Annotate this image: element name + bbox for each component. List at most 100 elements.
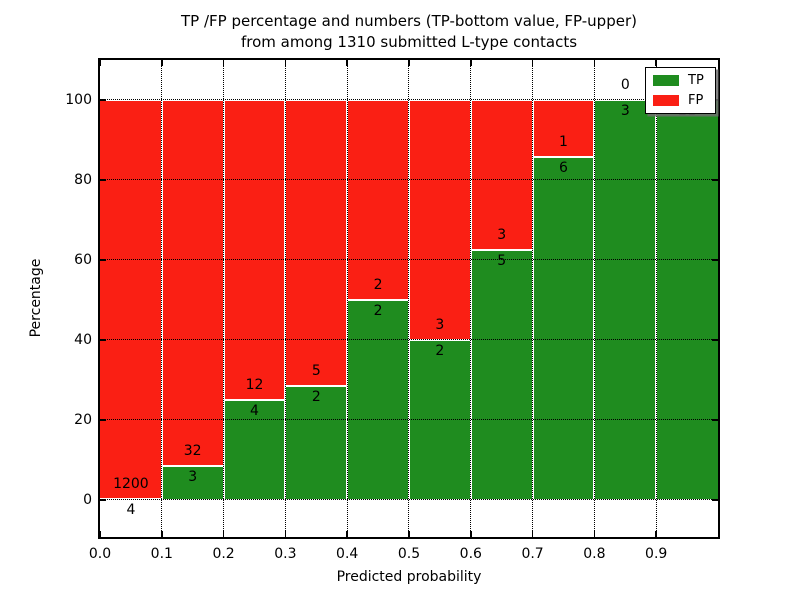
x-tick-label: 0.2 xyxy=(212,546,235,562)
y-tick-mark xyxy=(100,259,106,261)
tp-count-label: 4 xyxy=(250,403,259,419)
x-tick-mark xyxy=(531,60,534,66)
gridline-vertical xyxy=(593,60,595,537)
bar-boundary-edge xyxy=(223,399,286,401)
y-tick-mark xyxy=(100,499,106,501)
fp-count-label: 12 xyxy=(245,377,264,393)
tp-count-label: 2 xyxy=(311,388,321,405)
gridline-vertical xyxy=(222,60,224,537)
x-tick-mark xyxy=(470,531,472,537)
fp-count-label: 3 xyxy=(435,317,445,333)
x-tick-mark xyxy=(655,60,657,66)
bar-tp-segment xyxy=(223,400,286,500)
y-tick-mark xyxy=(100,99,106,101)
fp-count-label: 1 xyxy=(559,134,568,151)
x-tick-mark xyxy=(284,531,287,537)
gridline-vertical xyxy=(161,60,163,537)
y-tick-label: 0 xyxy=(83,492,92,508)
gridline-horizontal xyxy=(100,419,718,421)
y-tick-label: 80 xyxy=(74,172,92,188)
chart-title-line1: TP /FP percentage and numbers (TP-bottom… xyxy=(181,12,637,30)
bar-fp-segment xyxy=(347,100,409,300)
gridline-vertical xyxy=(408,60,410,537)
y-tick-label: 20 xyxy=(74,412,92,428)
x-tick-mark xyxy=(99,60,101,66)
y-tick-mark xyxy=(712,259,718,261)
bar-fp-segment xyxy=(100,100,162,499)
y-tick-mark xyxy=(712,339,718,341)
fp-count-label: 0 xyxy=(620,77,630,93)
tp-count-label: 3 xyxy=(188,468,198,485)
x-tick-mark xyxy=(408,60,410,66)
bar-tp-segment xyxy=(470,250,533,500)
x-tick-label: 0.0 xyxy=(88,546,112,562)
tp-count-label: 5 xyxy=(497,253,507,269)
legend-item-fp: FP xyxy=(653,93,708,108)
gridline-horizontal xyxy=(100,499,718,501)
tp-count-label: 4 xyxy=(126,501,136,518)
x-tick-mark xyxy=(346,531,348,537)
x-tick-mark xyxy=(284,60,287,66)
tp-color-swatch-icon xyxy=(653,75,679,86)
bar-fp-segment xyxy=(223,100,286,400)
y-tick-mark xyxy=(712,499,718,501)
bar-boundary-edge xyxy=(100,497,162,500)
bar-boundary-edge xyxy=(347,299,409,301)
x-tick-mark xyxy=(470,60,472,66)
x-tick-mark xyxy=(99,531,101,537)
bar-fp-segment xyxy=(470,100,533,250)
legend-item-tp: TP xyxy=(653,73,708,88)
fp-count-label: 2 xyxy=(373,277,383,293)
y-tick-mark xyxy=(712,419,718,421)
gridline-vertical xyxy=(531,60,533,537)
x-tick-label: 0.3 xyxy=(274,546,297,562)
x-tick-label: 0.1 xyxy=(150,546,173,562)
gridline-vertical xyxy=(346,60,348,537)
bar-boundary-edge xyxy=(532,156,595,159)
gridline-horizontal xyxy=(100,179,718,181)
fp-count-label: 3 xyxy=(497,227,507,243)
y-tick-mark xyxy=(100,179,106,181)
x-tick-label: 0.4 xyxy=(336,546,359,562)
tp-count-label: 2 xyxy=(373,303,383,319)
x-tick-mark xyxy=(593,531,596,537)
y-tick-label: 100 xyxy=(65,92,92,108)
y-axis-label-text: Percentage xyxy=(28,258,44,338)
bar-fp-segment xyxy=(532,100,595,158)
bar-tp-segment xyxy=(532,157,595,500)
x-tick-mark xyxy=(161,531,163,537)
bar-tp-segment xyxy=(347,300,409,500)
bar-fp-segment xyxy=(285,100,348,386)
gridline-horizontal xyxy=(100,259,718,261)
fp-count-label: 5 xyxy=(311,362,321,379)
x-tick-label: 0.8 xyxy=(583,546,606,562)
bar-tp-segment xyxy=(594,100,657,500)
bar-tp-segment xyxy=(161,465,224,500)
gridline-vertical xyxy=(655,60,657,537)
fp-count-label: 1200 xyxy=(113,475,149,492)
y-tick-mark xyxy=(712,179,718,181)
x-tick-mark xyxy=(593,60,596,66)
x-tick-mark xyxy=(346,60,348,66)
chart-title: TP /FP percentage and numbers (TP-bottom… xyxy=(100,11,718,53)
x-tick-label: 0.7 xyxy=(521,546,544,562)
legend-label-tp: TP xyxy=(688,73,704,88)
bar-tp-segment xyxy=(285,385,348,500)
fp-color-swatch-icon xyxy=(653,95,679,106)
chart-title-line2: from among 1310 submitted L-type contact… xyxy=(240,33,578,51)
bar-boundary-edge xyxy=(285,384,348,387)
plot-area: 12004323124522232351603021 xyxy=(100,60,718,537)
x-tick-label: 0.6 xyxy=(459,546,482,562)
bar-boundary-edge xyxy=(470,249,533,251)
bar-fp-segment xyxy=(409,100,471,340)
fp-count-label: 32 xyxy=(183,442,202,459)
gridline-vertical xyxy=(284,60,286,537)
legend: TP FP xyxy=(645,67,716,114)
tp-count-label: 6 xyxy=(559,160,568,177)
gridline-horizontal xyxy=(100,339,718,341)
tp-count-label: 2 xyxy=(435,343,445,359)
y-tick-mark xyxy=(100,419,106,421)
x-tick-mark xyxy=(531,531,534,537)
x-tick-mark xyxy=(655,531,657,537)
